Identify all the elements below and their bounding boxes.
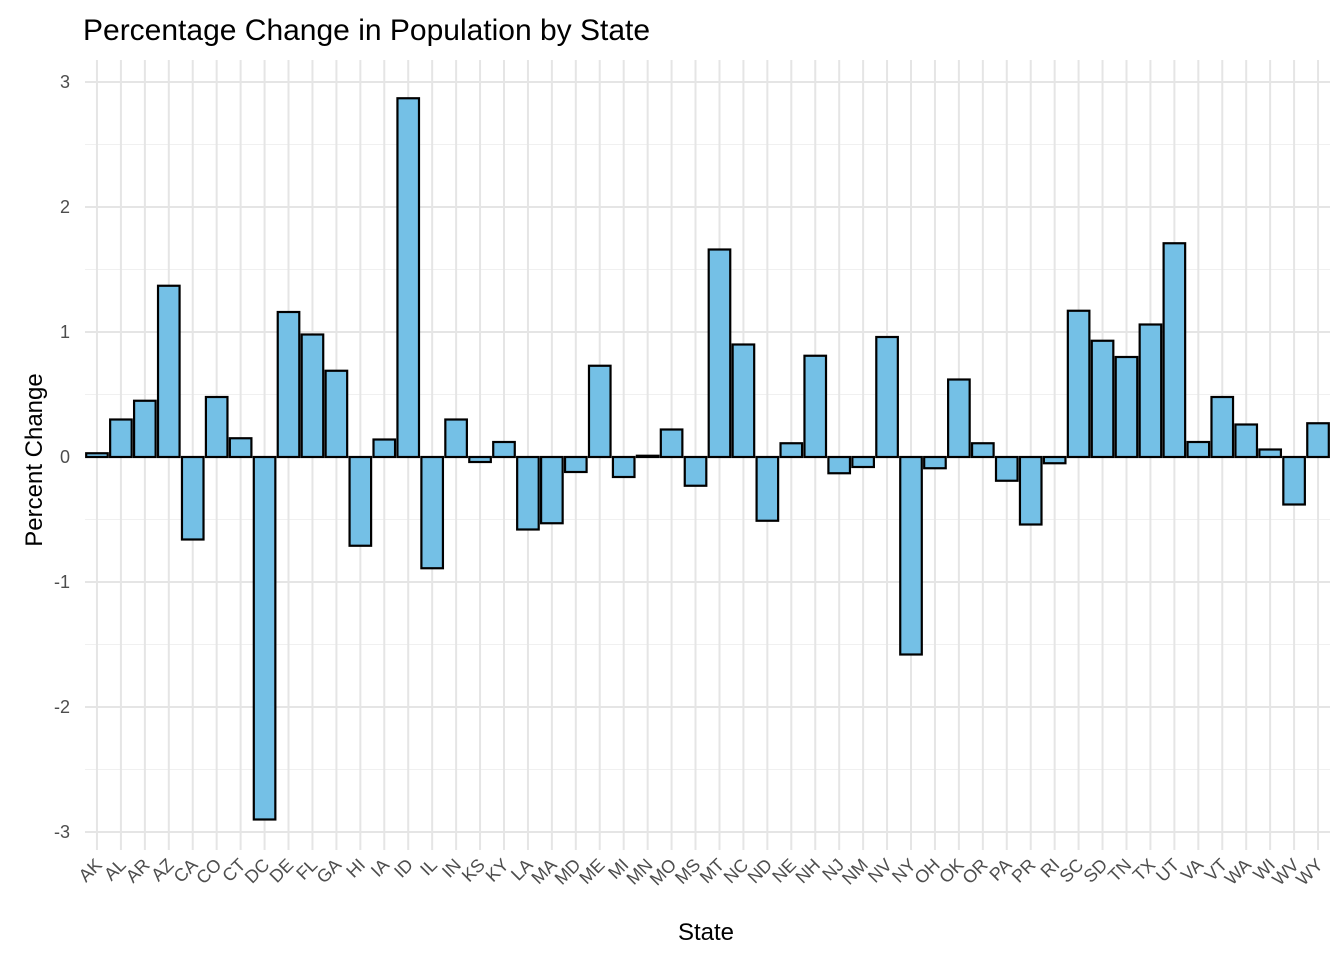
chart-title: Percentage Change in Population by State [83, 14, 650, 47]
x-tick-label: HI [342, 855, 369, 882]
bar-nm [851, 455, 875, 469]
y-tick-label: -1 [54, 572, 70, 592]
grid [85, 60, 1330, 850]
bar-pa [994, 455, 1019, 482]
y-tick-label: 2 [60, 197, 70, 217]
bar-ia [372, 438, 397, 459]
bar-al [109, 418, 133, 459]
bar-ny [899, 455, 923, 656]
y-tick-label: -3 [54, 822, 70, 842]
bar-nc [731, 343, 756, 459]
bar-mo [659, 428, 684, 459]
bar-ri [1042, 455, 1067, 465]
bar-wi [1258, 448, 1283, 459]
bar-ms [683, 455, 708, 487]
bar-md [563, 455, 588, 474]
bar-sc [1066, 309, 1091, 459]
bar-nh [803, 354, 828, 459]
bar-il [420, 455, 445, 570]
x-tick-label: GA [313, 855, 346, 888]
bar-tn [1114, 355, 1139, 459]
bar-sd [1090, 339, 1115, 459]
bar-nv [875, 335, 899, 459]
x-tick-label: PR [1008, 855, 1040, 887]
bar-wv [1282, 455, 1306, 506]
bar-mi [611, 455, 636, 479]
bar-ut [1162, 242, 1187, 459]
bar-wa [1234, 423, 1259, 459]
bar-co [204, 395, 229, 459]
bar-or [970, 442, 995, 459]
bar-vt [1210, 395, 1235, 459]
bar-pr [1018, 455, 1043, 526]
bar-ks [468, 455, 492, 464]
bar-wy [1306, 422, 1330, 459]
x-tick-label: ME [575, 855, 608, 888]
bar-dc [252, 455, 277, 821]
bar-id [396, 97, 421, 459]
bar-ca [180, 455, 205, 541]
bar-nj [827, 455, 852, 475]
bars [85, 97, 1330, 821]
bar-nd [755, 455, 780, 522]
bar-ga [324, 369, 349, 459]
x-tick-label: ID [390, 855, 417, 882]
bar-ky [492, 440, 516, 459]
bar-hi [348, 455, 373, 547]
bar-mt [707, 248, 732, 459]
x-tick-label: WY [1292, 855, 1327, 890]
y-tick-labels: -3 -2 -1 0 1 2 3 [54, 72, 70, 842]
bar-ne [779, 442, 804, 459]
bar-ct [228, 437, 253, 459]
bar-fl [300, 333, 325, 459]
bar-ak [85, 452, 109, 459]
bar-la [516, 455, 540, 531]
bar-ar [132, 399, 157, 459]
bar-mn [635, 454, 660, 459]
bar-ok [947, 378, 971, 459]
bar-az [156, 284, 181, 459]
y-tick-label: 1 [60, 322, 70, 342]
y-axis-label: Percent Change [21, 373, 48, 546]
x-axis-label: State [678, 919, 734, 946]
y-tick-label: 0 [60, 447, 70, 467]
bar-oh [923, 455, 947, 470]
bar-ma [540, 455, 564, 525]
bar-tx [1138, 323, 1163, 459]
y-tick-label: -2 [54, 697, 70, 717]
bar-me [587, 364, 612, 459]
bar-va [1186, 440, 1211, 459]
y-tick-label: 3 [60, 72, 70, 92]
bar-in [444, 418, 468, 459]
bar-de [276, 310, 301, 459]
